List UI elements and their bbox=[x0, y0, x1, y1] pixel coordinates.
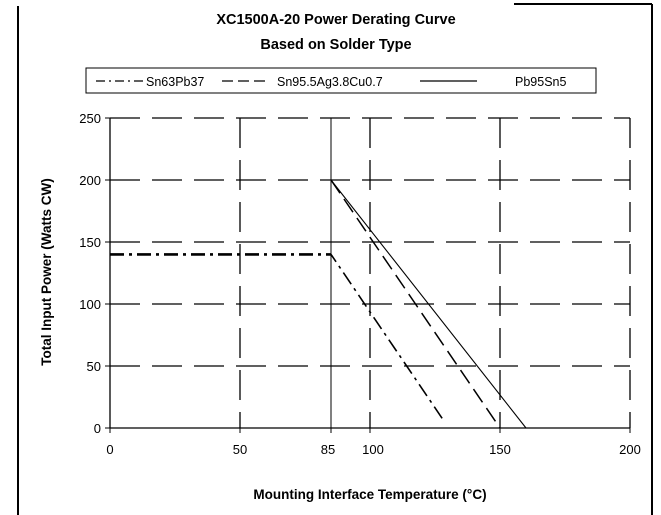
legend: Sn63Pb37 Sn95.5Ag3.8Cu0.7 Pb95Sn5 bbox=[85, 67, 597, 94]
legend-label-sn95ag: Sn95.5Ag3.8Cu0.7 bbox=[277, 75, 383, 89]
series-line-1 bbox=[110, 253, 444, 420]
y-tick-label: 200 bbox=[79, 173, 101, 188]
legend-label-sn63pb37: Sn63Pb37 bbox=[146, 75, 204, 89]
y-tick-label: 250 bbox=[79, 111, 101, 126]
x-tick-label: 200 bbox=[619, 442, 641, 457]
legend-box bbox=[85, 67, 597, 94]
series-line-3 bbox=[330, 179, 527, 429]
y-tick-label: 150 bbox=[79, 235, 101, 250]
y-tick-label: 100 bbox=[79, 297, 101, 312]
y-axis-label: Total Input Power (Watts CW) bbox=[39, 178, 54, 365]
axes bbox=[105, 117, 631, 433]
y-tick-label: 50 bbox=[87, 359, 101, 374]
x-axis-label: Mounting Interface Temperature (°C) bbox=[253, 487, 486, 502]
y-tick-label: 0 bbox=[94, 421, 101, 436]
x-tick-label: 150 bbox=[489, 442, 511, 457]
x-tick-label: 100 bbox=[362, 442, 384, 457]
tick-labels: 0 50 100 150 200 250 0 50 85 100 150 200 bbox=[79, 111, 641, 457]
chart-subtitle: Based on Solder Type bbox=[260, 37, 411, 53]
legend-label-pb95sn5: Pb95Sn5 bbox=[515, 75, 566, 89]
plot-area: 0 50 100 150 200 250 0 50 85 100 150 200 bbox=[79, 111, 641, 457]
x-tick-label: 0 bbox=[106, 442, 113, 457]
chart-title: XC1500A-20 Power Derating Curve bbox=[216, 12, 455, 28]
series-lines bbox=[110, 179, 527, 429]
x-tick-label: 50 bbox=[233, 442, 247, 457]
x-tick-label: 85 bbox=[321, 442, 335, 457]
series-line-2 bbox=[330, 179, 501, 429]
gridlines bbox=[110, 117, 631, 428]
